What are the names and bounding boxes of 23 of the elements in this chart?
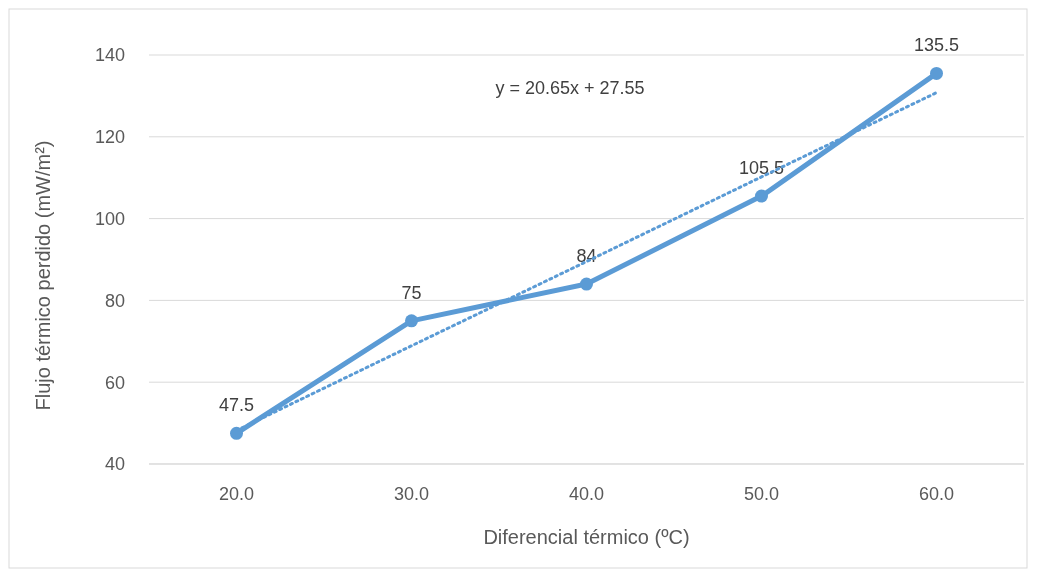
y-tick-label: 80 xyxy=(104,290,125,311)
x-tick-label: 30.0 xyxy=(393,484,430,504)
y-tick-label: 120 xyxy=(94,127,125,148)
data-label: 105.5 xyxy=(738,158,785,179)
data-label: 135.5 xyxy=(913,35,960,56)
y-axis-title: Flujo térmico perdido (mW/m²) xyxy=(32,140,54,411)
x-axis-title: Diferencial térmico (ºC) xyxy=(483,526,690,548)
data-label: 75 xyxy=(401,282,422,303)
data-label: 84 xyxy=(576,246,597,267)
data-label: 47.5 xyxy=(218,395,255,416)
x-tick-label: 40.0 xyxy=(568,484,605,504)
x-tick-label: 50.0 xyxy=(743,484,780,504)
point xyxy=(755,189,768,203)
y-tick-label: 60 xyxy=(104,372,125,393)
y-tick-label: 40 xyxy=(104,454,125,475)
point xyxy=(405,314,418,328)
y-tick-label: 100 xyxy=(94,208,125,229)
point xyxy=(580,277,593,291)
x-tick-label: 20.0 xyxy=(218,484,255,504)
x-tick-label: 60.0 xyxy=(918,484,955,504)
point xyxy=(930,66,943,80)
annotation: y = 20.65x + 27.55 xyxy=(495,78,645,98)
y-tick-label: 140 xyxy=(94,45,125,66)
